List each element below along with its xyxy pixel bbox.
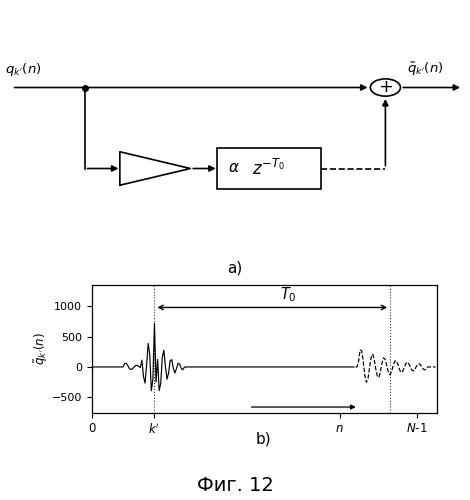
Text: a): a): [227, 261, 243, 276]
Text: Фиг. 12: Фиг. 12: [196, 476, 274, 495]
Text: b): b): [255, 431, 271, 446]
FancyBboxPatch shape: [217, 148, 321, 188]
Polygon shape: [120, 152, 190, 185]
Y-axis label: $\tilde{q}_{k^\prime}(n)$: $\tilde{q}_{k^\prime}(n)$: [33, 332, 50, 365]
Text: $\alpha$: $\alpha$: [228, 160, 240, 174]
Text: $T_0$: $T_0$: [280, 285, 296, 304]
Text: $z^{-T_0}$: $z^{-T_0}$: [252, 158, 285, 178]
Text: +: +: [378, 78, 393, 96]
Text: $q_{k^\prime}(n)$: $q_{k^\prime}(n)$: [5, 61, 41, 78]
Text: $\tilde{q}_{k^\prime}(n)$: $\tilde{q}_{k^\prime}(n)$: [407, 60, 444, 78]
